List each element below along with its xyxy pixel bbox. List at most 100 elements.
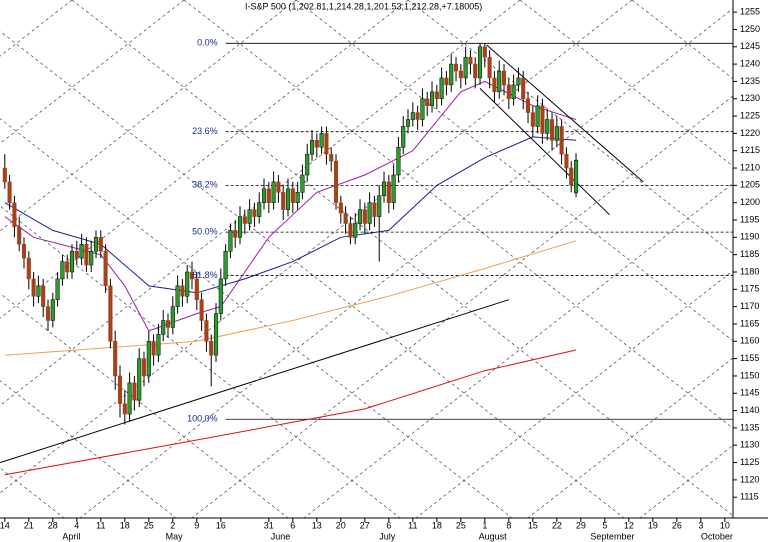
month-label: September	[590, 531, 634, 541]
candle-body	[84, 244, 89, 266]
fib-label: 61.8%	[192, 270, 218, 280]
candle-body	[69, 250, 75, 273]
y-tick-label: 1205	[740, 180, 760, 190]
candle-body	[477, 46, 483, 79]
plot-area	[0, 42, 733, 476]
candle-body	[511, 84, 516, 99]
x-tick-label: 13	[312, 520, 322, 530]
candle-body	[564, 153, 569, 169]
candle-body	[444, 77, 449, 86]
gann-line	[415, 270, 733, 518]
trendline	[479, 88, 610, 216]
candle-body	[170, 306, 175, 328]
x-tick-label: 26	[672, 520, 682, 530]
x-tick-label: 2	[170, 520, 175, 530]
month-label: July	[379, 531, 396, 541]
candle-body	[377, 195, 382, 217]
y-tick-label: 1185	[740, 249, 759, 259]
x-tick-label: 11	[96, 520, 105, 530]
candle-body	[117, 375, 123, 404]
candle-body	[425, 98, 430, 106]
candle-body	[401, 126, 406, 148]
candle-body	[98, 237, 103, 252]
candle-body	[204, 320, 209, 342]
y-tick-label: 1170	[740, 301, 759, 311]
candle-body	[396, 147, 401, 176]
candle-body	[473, 63, 478, 79]
candle-body	[151, 341, 156, 356]
candle-body	[353, 223, 358, 238]
y-tick-label: 1130	[740, 440, 759, 450]
x-tick-label: 4	[74, 520, 79, 530]
candle-body	[549, 119, 555, 141]
y-tick-label: 1245	[740, 41, 760, 51]
gann-line	[0, 118, 513, 518]
candle-body	[60, 261, 65, 280]
candle-body	[343, 212, 348, 224]
candle-body	[156, 334, 161, 356]
candle-body	[161, 320, 166, 335]
y-tick-label: 1150	[740, 370, 759, 380]
x-tick-label: 27	[360, 520, 370, 530]
candle-body	[348, 223, 353, 238]
candle-body	[362, 209, 367, 224]
x-tick-label: 6	[290, 520, 295, 530]
candle-body	[285, 188, 291, 210]
candle-body	[521, 77, 526, 99]
gann-line	[0, 380, 177, 518]
y-tick-label: 1165	[740, 318, 759, 328]
candle-body	[295, 192, 300, 203]
trendline	[0, 299, 509, 464]
candle-body	[36, 285, 41, 297]
candle-body	[305, 153, 310, 176]
x-tick-label: 10	[720, 520, 730, 530]
candle-body	[45, 306, 51, 321]
candle-body	[50, 299, 55, 321]
x-tick-label: 14	[0, 520, 10, 530]
y-tick-label: 1145	[740, 388, 759, 398]
x-tick-label: 25	[456, 520, 466, 530]
candle-body	[545, 119, 550, 134]
x-tick-label: 1	[482, 520, 487, 530]
month-label: April	[62, 531, 80, 541]
y-tick-label: 1220	[740, 128, 760, 138]
candle-body	[420, 98, 425, 120]
candle-body	[300, 174, 305, 193]
candle-body	[209, 341, 214, 356]
candle-body	[21, 244, 27, 259]
candle-body	[213, 313, 219, 356]
gann-line	[639, 444, 733, 518]
gann-line	[71, 0, 733, 517]
x-tick-label: 21	[24, 520, 34, 530]
x-tick-label: 9	[194, 520, 199, 530]
candle-body	[74, 250, 79, 259]
candle-body	[141, 358, 147, 377]
y-tick-label: 1140	[740, 405, 759, 415]
candle-body	[146, 341, 151, 377]
candle-body	[271, 181, 276, 203]
candle-body	[463, 56, 468, 79]
candle-body	[93, 237, 99, 252]
y-tick-label: 1115	[740, 492, 759, 502]
candle-body	[290, 188, 295, 203]
candle-body	[165, 320, 171, 328]
candle-body	[458, 70, 463, 79]
candle-body	[386, 181, 391, 203]
gann-line	[0, 30, 625, 518]
y-tick-label: 1225	[740, 110, 760, 120]
candle-body	[108, 285, 113, 342]
candle-body	[194, 278, 199, 300]
month-label: October	[701, 531, 733, 541]
candle-body	[41, 285, 46, 307]
candle-body	[492, 77, 497, 93]
candle-body	[89, 250, 94, 266]
candle-body	[31, 278, 36, 297]
candle-body	[127, 382, 132, 415]
x-tick-label: 29	[576, 520, 586, 530]
candle-body	[266, 188, 271, 203]
x-tick-label: 18	[432, 520, 442, 530]
x-tick-label: 15	[528, 520, 538, 530]
